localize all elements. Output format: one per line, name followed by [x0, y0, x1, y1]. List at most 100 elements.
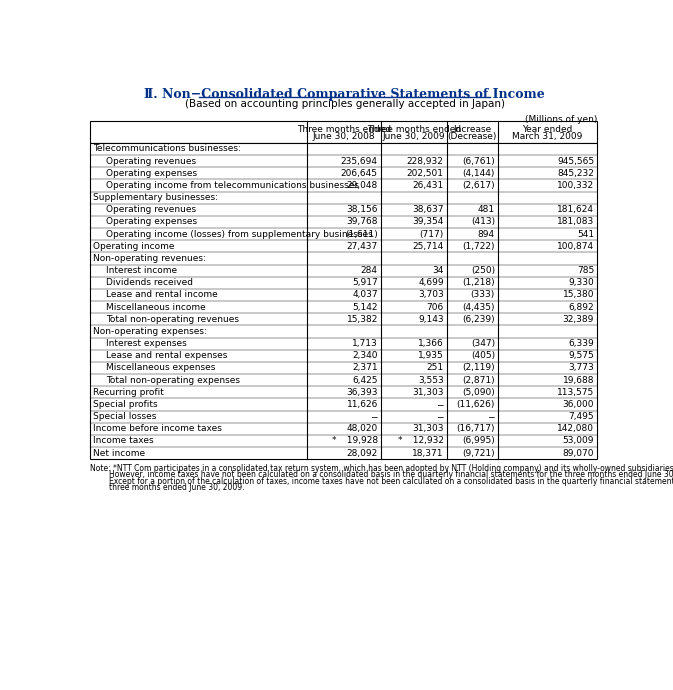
Text: June 30, 2009: June 30, 2009	[382, 132, 446, 141]
Text: 26,431: 26,431	[413, 181, 444, 190]
Text: Except for a portion of the calculation of taxes, income taxes have not been cal: Except for a portion of the calculation …	[90, 477, 673, 486]
Text: (1,722): (1,722)	[462, 241, 495, 250]
Text: (347): (347)	[470, 339, 495, 348]
Text: Supplementary businesses:: Supplementary businesses:	[94, 193, 219, 202]
Text: *   19,928: * 19,928	[332, 437, 378, 446]
Text: three months ended June 30, 2009.: three months ended June 30, 2009.	[90, 484, 245, 493]
Text: 5,142: 5,142	[353, 303, 378, 312]
Text: 48,020: 48,020	[347, 424, 378, 433]
Bar	[90, 121, 597, 143]
Text: Miscellaneous expenses: Miscellaneous expenses	[106, 364, 215, 373]
Text: Operating income: Operating income	[94, 241, 175, 250]
Text: (5,090): (5,090)	[462, 388, 495, 397]
Text: 945,565: 945,565	[557, 157, 594, 166]
Text: 3,553: 3,553	[418, 375, 444, 384]
Text: (2,871): (2,871)	[462, 375, 495, 384]
Text: (16,717): (16,717)	[456, 424, 495, 433]
Text: Operating expenses: Operating expenses	[106, 217, 197, 226]
Text: Income taxes: Income taxes	[94, 437, 154, 446]
Text: 2,371: 2,371	[352, 364, 378, 373]
Text: (Decrease): (Decrease)	[448, 132, 497, 141]
Text: 181,083: 181,083	[557, 217, 594, 226]
Text: 34: 34	[432, 266, 444, 275]
Text: June 30, 2008: June 30, 2008	[313, 132, 376, 141]
Text: 19,688: 19,688	[563, 375, 594, 384]
Text: (6,239): (6,239)	[462, 315, 495, 324]
Text: 32,389: 32,389	[563, 315, 594, 324]
Text: 5,917: 5,917	[352, 278, 378, 287]
Text: −: −	[436, 400, 444, 409]
Text: Non-operating expenses:: Non-operating expenses:	[94, 327, 207, 336]
Text: (4,435): (4,435)	[462, 303, 495, 312]
Text: 4,037: 4,037	[352, 290, 378, 299]
Text: (333): (333)	[470, 290, 495, 299]
Text: 541: 541	[577, 230, 594, 239]
Text: 6,425: 6,425	[353, 375, 378, 384]
Text: 284: 284	[361, 266, 378, 275]
Text: 36,393: 36,393	[347, 388, 378, 397]
Text: (Millions of yen): (Millions of yen)	[525, 115, 597, 124]
Text: 53,009: 53,009	[563, 437, 594, 446]
Text: 1,713: 1,713	[352, 339, 378, 348]
Text: 235,694: 235,694	[341, 157, 378, 166]
Text: (2,617): (2,617)	[462, 181, 495, 190]
Text: 29,048: 29,048	[347, 181, 378, 190]
Text: Ⅱ. Non−Consolidated Comparative Statements of Income: Ⅱ. Non−Consolidated Comparative Statemen…	[144, 88, 545, 101]
Text: (405): (405)	[470, 351, 495, 360]
Text: 1,366: 1,366	[418, 339, 444, 348]
Text: 1,935: 1,935	[418, 351, 444, 360]
Text: (1,218): (1,218)	[462, 278, 495, 287]
Text: −: −	[370, 412, 378, 421]
Text: 39,768: 39,768	[347, 217, 378, 226]
Text: 9,575: 9,575	[568, 351, 594, 360]
Text: Telecommunications businesses:: Telecommunications businesses:	[94, 144, 242, 153]
Text: Lease and rental income: Lease and rental income	[106, 290, 217, 299]
Text: However, income taxes have not been calculated on a consolidated basis in the qu: However, income taxes have not been calc…	[90, 471, 673, 480]
Text: 228,932: 228,932	[407, 157, 444, 166]
Text: 206,645: 206,645	[341, 169, 378, 178]
Text: 11,626: 11,626	[347, 400, 378, 409]
Text: Total non-operating expenses: Total non-operating expenses	[106, 375, 240, 384]
Text: 28,092: 28,092	[347, 448, 378, 457]
Text: Operating expenses: Operating expenses	[106, 169, 197, 178]
Text: (1,611): (1,611)	[345, 230, 378, 239]
Text: Operating revenues: Operating revenues	[106, 205, 196, 215]
Text: 706: 706	[427, 303, 444, 312]
Text: (717): (717)	[419, 230, 444, 239]
Text: Interest income: Interest income	[106, 266, 177, 275]
Text: Year ended: Year ended	[522, 125, 573, 134]
Text: Lease and rental expenses: Lease and rental expenses	[106, 351, 227, 360]
Text: 202,501: 202,501	[406, 169, 444, 178]
Text: 38,156: 38,156	[347, 205, 378, 215]
Text: *   12,932: * 12,932	[398, 437, 444, 446]
Text: Interest expenses: Interest expenses	[106, 339, 186, 348]
Text: 6,339: 6,339	[568, 339, 594, 348]
Text: 100,874: 100,874	[557, 241, 594, 250]
Text: Net income: Net income	[94, 448, 145, 457]
Text: 4,699: 4,699	[418, 278, 444, 287]
Text: −: −	[487, 412, 495, 421]
Text: (Based on accounting principles generally accepted in Japan): (Based on accounting principles generall…	[184, 99, 505, 109]
Bar	[90, 143, 597, 459]
Text: 36,000: 36,000	[563, 400, 594, 409]
Text: Operating revenues: Operating revenues	[106, 157, 196, 166]
Text: Total non-operating revenues: Total non-operating revenues	[106, 315, 239, 324]
Text: Operating income from telecommunications businesses: Operating income from telecommunications…	[106, 181, 359, 190]
Text: (9,721): (9,721)	[462, 448, 495, 457]
Text: 894: 894	[478, 230, 495, 239]
Text: 15,380: 15,380	[563, 290, 594, 299]
Text: 15,382: 15,382	[347, 315, 378, 324]
Text: 845,232: 845,232	[557, 169, 594, 178]
Text: (4,144): (4,144)	[462, 169, 495, 178]
Text: (6,995): (6,995)	[462, 437, 495, 446]
Text: 3,703: 3,703	[418, 290, 444, 299]
Text: 9,143: 9,143	[418, 315, 444, 324]
Text: 39,354: 39,354	[413, 217, 444, 226]
Text: Note: *NTT Com participates in a consolidated tax return system, which has been : Note: *NTT Com participates in a consoli…	[90, 464, 673, 473]
Text: March 31, 2009: March 31, 2009	[512, 132, 583, 141]
Text: 89,070: 89,070	[563, 448, 594, 457]
Text: Recurring profit: Recurring profit	[94, 388, 164, 397]
Text: 7,495: 7,495	[569, 412, 594, 421]
Text: 481: 481	[478, 205, 495, 215]
Text: 2,340: 2,340	[353, 351, 378, 360]
